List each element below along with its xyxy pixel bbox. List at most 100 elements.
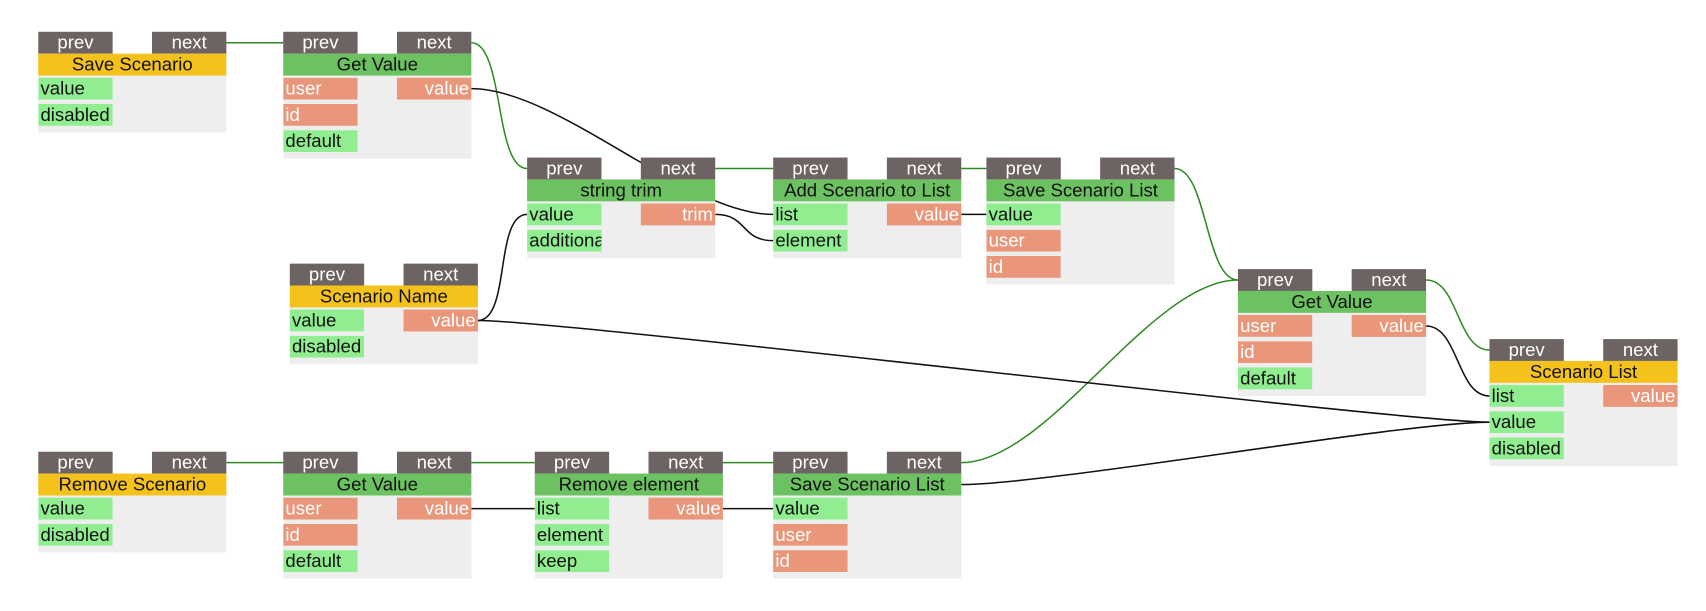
node-title-bar: [1489, 360, 1678, 383]
node-title: Scenario Name: [320, 285, 448, 306]
connection: [1425, 279, 1490, 351]
output-label: value: [425, 498, 469, 519]
input-label: value: [292, 309, 336, 330]
node-title-bar: [38, 473, 227, 496]
connection: [961, 421, 1490, 486]
input-port: additional: [527, 230, 602, 252]
next-port: [1351, 269, 1427, 291]
input-port: id: [773, 550, 848, 573]
input-bg: [283, 497, 358, 520]
output-port: [886, 203, 962, 226]
node-title-bar: [283, 53, 472, 76]
input-label: element: [775, 230, 842, 251]
input-bg: [986, 255, 1061, 278]
input-bg: [534, 550, 610, 573]
input-label: value: [775, 498, 819, 519]
input-port: default: [1237, 367, 1313, 390]
input-label: user: [1240, 315, 1276, 336]
next-label: next: [1623, 339, 1659, 360]
node-title-bar: [38, 53, 227, 76]
node-title: Scenario List: [1530, 361, 1638, 382]
input-port: user: [283, 77, 358, 100]
next-label: next: [417, 452, 453, 473]
next-label: next: [172, 452, 208, 473]
prev-label: prev: [1006, 157, 1043, 178]
prev-label: prev: [57, 32, 94, 53]
input-port: value: [527, 203, 602, 226]
node-title-bar: [986, 179, 1175, 202]
prev-port: [1237, 269, 1313, 291]
prev-label: prev: [57, 452, 94, 473]
output-label: value: [431, 309, 475, 330]
input-bg: [289, 309, 365, 332]
next-port: [648, 451, 723, 474]
input-port: disabled: [38, 524, 113, 546]
node-title-bar: [283, 473, 472, 496]
output-port: [640, 203, 716, 226]
output-port: [1351, 315, 1427, 337]
input-label: list: [1492, 385, 1516, 406]
input-bg: [534, 497, 610, 520]
node-title: Save Scenario: [72, 54, 193, 75]
prev-port: [38, 31, 113, 54]
input-bg: [773, 550, 848, 573]
node-title: Save Scenario List: [1003, 179, 1159, 200]
input-port: disabled: [38, 104, 113, 126]
connection: [477, 213, 528, 322]
input-label: user: [775, 524, 811, 545]
next-port: [1603, 339, 1678, 361]
prev-label: prev: [1509, 339, 1546, 360]
input-port: keep: [534, 550, 610, 573]
node-title: Remove Scenario: [58, 474, 206, 495]
input-port: disabled: [1489, 437, 1564, 460]
prev-port: [289, 263, 365, 286]
next-label: next: [1120, 157, 1156, 178]
input-label: id: [1240, 341, 1254, 362]
next-label: next: [907, 452, 943, 473]
prev-port: [283, 31, 358, 54]
input-label: user: [285, 498, 321, 519]
input-bg: [283, 103, 358, 126]
input-bg: [1489, 437, 1564, 460]
input-label: disabled: [292, 336, 361, 357]
input-port: disabled: [289, 335, 365, 358]
input-port: user: [773, 524, 848, 546]
output-port: [1603, 385, 1678, 407]
connection: [961, 279, 1238, 464]
input-bg: [986, 203, 1061, 226]
input-port: value: [773, 497, 848, 520]
input-bg: [534, 523, 610, 546]
next-port: [152, 451, 227, 474]
prev-label: prev: [1257, 269, 1294, 290]
output-label: value: [1379, 315, 1423, 336]
input-port: list: [1489, 385, 1564, 407]
input-bg: [38, 497, 113, 520]
input-label: value: [40, 498, 84, 519]
input-bg: [1489, 385, 1564, 407]
node-title: Add Scenario to List: [784, 179, 951, 200]
input-bg: [283, 550, 358, 573]
next-port: [152, 31, 227, 54]
edges: [226, 41, 1490, 510]
prev-label: prev: [792, 157, 829, 178]
input-label: list: [537, 498, 561, 519]
input-label: id: [775, 550, 789, 571]
input-label: element: [537, 524, 604, 545]
connection: [715, 213, 774, 242]
input-port: list: [534, 497, 610, 520]
output-label: value: [425, 78, 469, 99]
